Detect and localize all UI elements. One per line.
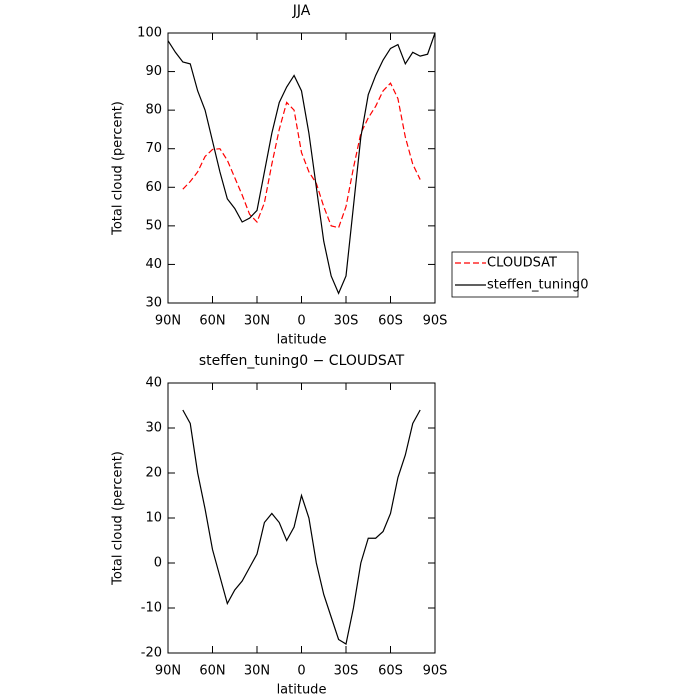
data-line bbox=[182, 82, 421, 229]
y-tick-label: 100 bbox=[137, 26, 162, 41]
y-tick-label: -20 bbox=[141, 646, 162, 661]
x-tick-label: 60N bbox=[199, 314, 225, 329]
legend-box bbox=[451, 251, 579, 298]
y-axis-label: Total cloud (percent) bbox=[111, 451, 126, 586]
y-tick-label: 80 bbox=[145, 103, 162, 118]
x-tick-label: 0 bbox=[297, 664, 305, 679]
chart-title: steffen_tuning0 − CLOUDSAT bbox=[199, 353, 405, 369]
y-tick-label: 40 bbox=[145, 257, 162, 272]
y-tick-label: 20 bbox=[145, 466, 162, 481]
legend-label: CLOUDSAT bbox=[487, 256, 557, 271]
x-tick-label: 90S bbox=[423, 664, 448, 679]
data-line bbox=[182, 409, 421, 645]
x-tick-label: 60S bbox=[378, 314, 403, 329]
y-tick-label: 90 bbox=[145, 64, 162, 79]
x-tick-label: 30N bbox=[244, 664, 270, 679]
data-line bbox=[167, 32, 436, 295]
y-tick-label: 60 bbox=[145, 180, 162, 195]
x-axis-label: latitude bbox=[277, 333, 327, 348]
x-tick-label: 60S bbox=[378, 664, 403, 679]
chart-title: JJA bbox=[292, 3, 311, 19]
x-tick-label: 90N bbox=[155, 314, 181, 329]
y-tick-label: 50 bbox=[145, 218, 162, 233]
x-tick-label: 30N bbox=[244, 314, 270, 329]
x-tick-label: 30S bbox=[334, 664, 359, 679]
x-tick-label: 90S bbox=[423, 314, 448, 329]
plot-frame bbox=[167, 382, 436, 654]
y-axis-label: Total cloud (percent) bbox=[111, 101, 126, 236]
y-tick-label: -10 bbox=[141, 601, 162, 616]
x-tick-label: 30S bbox=[334, 314, 359, 329]
x-tick-label: 0 bbox=[297, 314, 305, 329]
plot-frame bbox=[167, 32, 436, 304]
y-tick-label: 30 bbox=[145, 421, 162, 436]
y-tick-label: 70 bbox=[145, 141, 162, 156]
legend-label: steffen_tuning0 bbox=[487, 278, 589, 293]
x-tick-label: 90N bbox=[155, 664, 181, 679]
x-tick-label: 60N bbox=[199, 664, 225, 679]
x-axis-label: latitude bbox=[277, 683, 327, 698]
y-tick-label: 0 bbox=[154, 556, 162, 571]
y-tick-label: 40 bbox=[145, 376, 162, 391]
y-tick-label: 10 bbox=[145, 511, 162, 526]
y-tick-label: 30 bbox=[145, 296, 162, 311]
